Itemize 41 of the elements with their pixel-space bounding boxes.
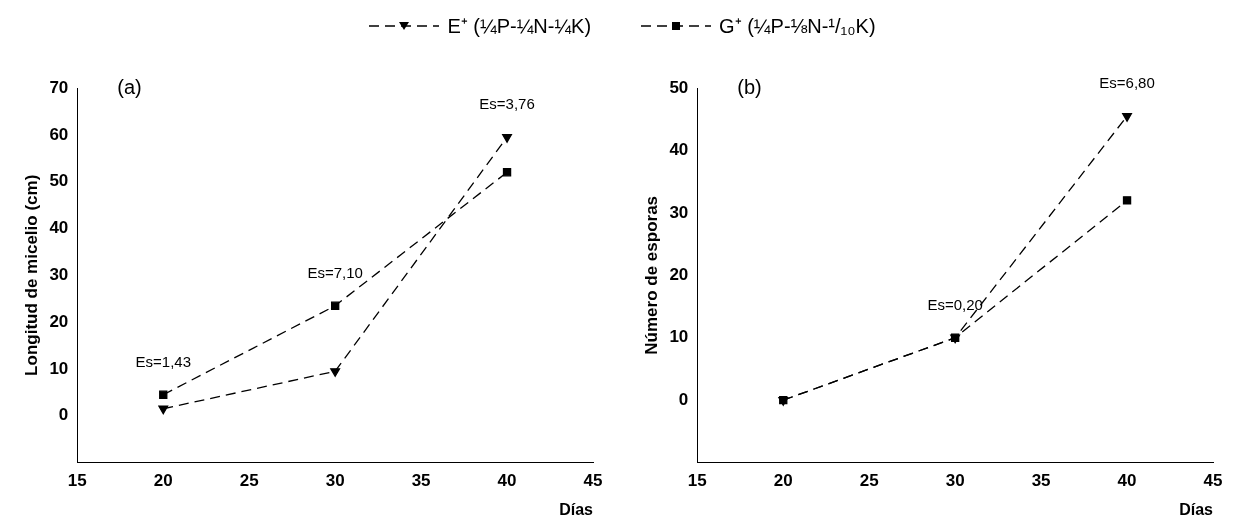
y-tick-label: 20 [669, 264, 689, 284]
annotation: Es=6,80 [1099, 74, 1155, 92]
x-tick-label: 30 [945, 471, 965, 491]
chart-title: (a) [117, 75, 142, 98]
y-axis-title: Longitud de micelio (cm) [21, 174, 41, 376]
annotation: Es=7,10 [307, 263, 363, 281]
y-tick-label: 50 [669, 77, 689, 97]
x-tick-label: 40 [1117, 471, 1137, 491]
annotation: Es=0,20 [927, 295, 983, 313]
y-tick-label: 70 [49, 77, 69, 97]
x-axis-title: Días [1179, 501, 1214, 519]
y-tick-label: 60 [49, 124, 69, 144]
y-tick-label: 40 [669, 140, 689, 160]
legend-label: E⁺ (¼P-¼N-¼K) [447, 14, 592, 39]
x-tick-label: 30 [325, 471, 345, 491]
annotation: Es=3,76 [479, 95, 535, 113]
y-tick-label: 40 [49, 218, 69, 238]
annotation: Es=1,43 [135, 352, 191, 370]
x-tick-label: 15 [67, 471, 87, 491]
x-tick-label: 45 [583, 471, 603, 491]
x-tick-label: 45 [1203, 471, 1223, 491]
x-tick-label: 15 [687, 471, 707, 491]
x-tick-label: 40 [497, 471, 517, 491]
y-tick-label: 0 [678, 389, 689, 409]
x-tick-label: 35 [411, 471, 431, 491]
y-tick-label: 50 [49, 171, 69, 191]
x-tick-label: 35 [1031, 471, 1051, 491]
chart-title: (b) [737, 75, 762, 98]
x-tick-label: 20 [153, 471, 173, 491]
y-tick-label: 20 [49, 311, 69, 331]
y-tick-label: 0 [58, 405, 69, 425]
x-tick-label: 20 [773, 471, 793, 491]
y-tick-label: 30 [49, 264, 69, 284]
x-tick-label: 25 [239, 471, 259, 491]
y-tick-label: 10 [49, 358, 69, 378]
y-axis-title: Número de esporas [641, 195, 661, 355]
x-axis-title: Días [559, 501, 594, 519]
y-tick-label: 30 [669, 202, 689, 222]
y-tick-label: 10 [669, 327, 689, 347]
x-tick-label: 25 [859, 471, 879, 491]
legend-label: G⁺ (¼P-⅛N-¹/₁₀K) [719, 14, 876, 39]
